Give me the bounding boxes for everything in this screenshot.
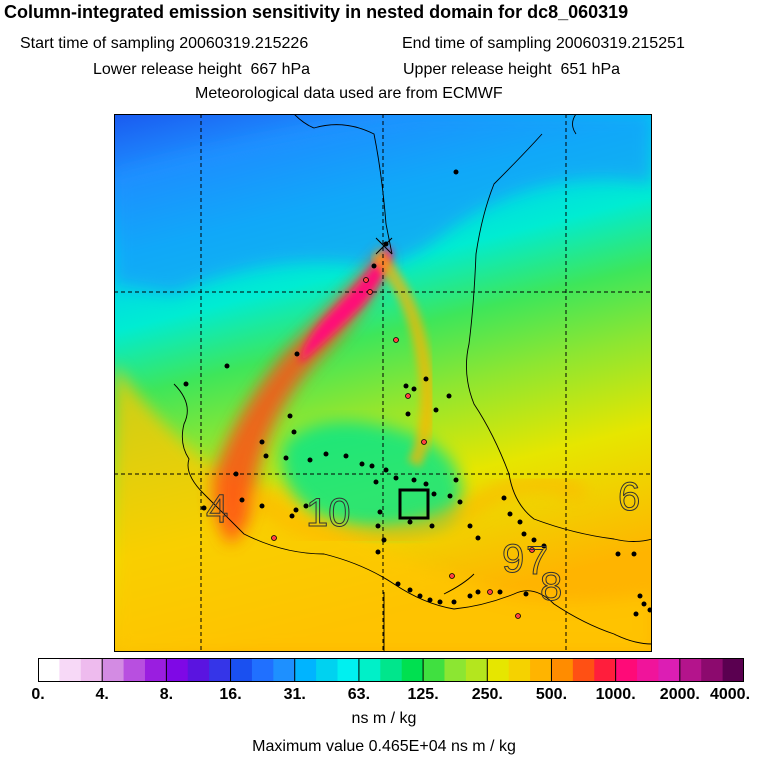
- colorbar-swatch: [551, 658, 574, 682]
- ocean-plume-blue: [114, 114, 652, 294]
- colorbar-swatch: [102, 658, 125, 682]
- colorbar-tick-label: 500.: [535, 686, 568, 703]
- colorbar: [38, 658, 744, 682]
- max-label: Maximum value: [252, 738, 365, 755]
- nested-domain-box: [398, 488, 430, 520]
- map-label-6: 6: [618, 475, 640, 519]
- map-region-labels: 4 10 9 7 8 6: [206, 475, 641, 610]
- colorbar-tick-label: 2000.: [659, 686, 700, 703]
- colorbar-tick-label: 125.: [407, 686, 439, 703]
- colorbar-swatch: [487, 658, 510, 682]
- colorbar-tick-label: 63.: [347, 686, 371, 703]
- maximum-value: Maximum value 0.465E+04 ns m / kg: [252, 738, 516, 756]
- highlighted-sites: [271, 277, 535, 619]
- colorbar-swatch: [337, 658, 360, 682]
- colorbar-tick-label: 16.: [219, 686, 242, 703]
- plume-branch: [370, 249, 435, 468]
- map-label-7: 7: [526, 539, 548, 583]
- colorbar-swatch: [594, 658, 617, 682]
- colorbar-swatch: [273, 658, 296, 682]
- colorbar-swatch: [38, 658, 60, 682]
- map-label-9: 9: [502, 537, 524, 581]
- map-label-4: 4: [206, 487, 228, 531]
- lower-value: 667 hPa: [250, 61, 311, 78]
- colorbar-swatch: [251, 658, 274, 682]
- colorbar-swatch: [187, 658, 210, 682]
- colorbar-swatch: [679, 658, 702, 682]
- colorbar-swatch: [722, 658, 744, 682]
- colorbar-swatch: [59, 658, 82, 682]
- release-upper: Upper release height 651 hPa: [403, 61, 620, 79]
- colorbar-swatch: [294, 658, 317, 682]
- colorbar-units: ns m / kg: [351, 710, 417, 727]
- map-title: Column-integrated emission sensitivity i…: [4, 2, 629, 22]
- colorbar-tick-label: 31.: [283, 686, 306, 703]
- colorbar-tick-label: 4.: [95, 686, 109, 703]
- colorbar-swatch: [166, 658, 189, 682]
- colorbar-swatch: [508, 658, 531, 682]
- colorbar-swatch: [80, 658, 103, 682]
- map-label-10: 10: [306, 491, 351, 535]
- colorbar-swatch: [380, 658, 403, 682]
- end-value: 20060319.215251: [555, 35, 685, 52]
- upper-label: Upper release height: [403, 61, 552, 78]
- colorbar-swatch: [401, 658, 424, 682]
- start-value: 20060319.215226: [179, 35, 309, 52]
- colorbar-tick-label: 250.: [471, 686, 503, 703]
- colorbar-tick-label: 1000.: [595, 686, 636, 703]
- max-number: 0.465E+04 ns m / kg: [368, 738, 516, 755]
- colorbar-swatch: [230, 658, 253, 682]
- colorbar-tick-label: 4000.: [709, 686, 751, 703]
- colorbar-tick-label: 8.: [159, 686, 174, 703]
- sampling-start: Start time of sampling 20060319.215226: [20, 35, 308, 53]
- met-note: Meteorological data used are from ECMWF: [195, 85, 503, 102]
- low-level-yellow-region: [114, 364, 652, 652]
- plume-arc: [247, 475, 589, 545]
- sensitivity-map: 4 10 9 7 8 6: [114, 114, 652, 652]
- colorbar-swatch: [358, 658, 381, 682]
- colorbar-swatch: [444, 658, 467, 682]
- colorbar-swatch: [572, 658, 595, 682]
- max-sensitivity-core: [299, 246, 392, 364]
- map-label-8: 8: [540, 565, 562, 609]
- release-point-marker: [375, 237, 393, 255]
- colorbar-swatch: [637, 658, 659, 682]
- colorbar-swatch: [423, 658, 445, 682]
- colorbar-swatch: [123, 658, 146, 682]
- observation-sites: [183, 169, 652, 617]
- colorbar-swatch: [209, 658, 232, 682]
- sampling-end: End time of sampling 20060319.215251: [402, 35, 685, 53]
- map-frame: [114, 114, 652, 652]
- lat-lon-grid: [114, 114, 652, 652]
- colorbar-swatch: [316, 658, 339, 682]
- colorbar-swatch: [615, 658, 638, 682]
- release-lower: Lower release height 667 hPa: [93, 61, 310, 79]
- colorbar-swatch: [144, 658, 167, 682]
- start-label: Start time of sampling: [20, 35, 175, 52]
- colorbar-swatch: [701, 658, 724, 682]
- end-label: End time of sampling: [402, 35, 552, 52]
- colorbar-swatch: [658, 658, 681, 682]
- upper-value: 651 hPa: [560, 61, 621, 78]
- colorbar-tick-label: 0.: [31, 686, 45, 703]
- coastlines: [173, 114, 652, 652]
- lower-label: Lower release height: [93, 61, 242, 78]
- colorbar-swatch: [465, 658, 488, 682]
- colorbar-swatch: [530, 658, 552, 682]
